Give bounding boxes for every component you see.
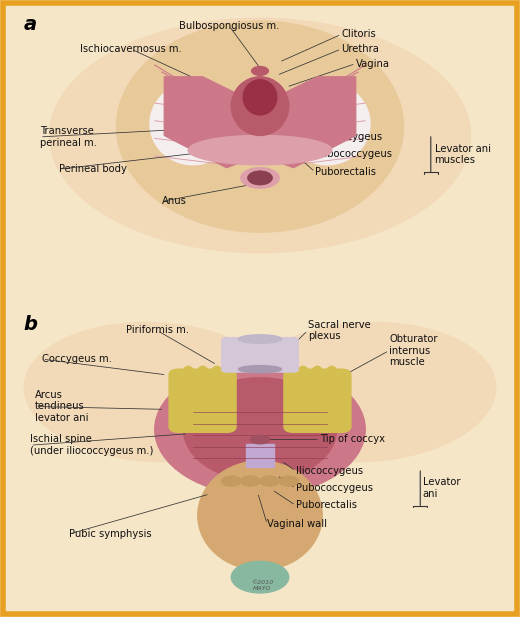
- Ellipse shape: [155, 363, 365, 495]
- Text: Anus: Anus: [162, 196, 187, 206]
- Ellipse shape: [311, 366, 323, 384]
- Text: Pubococcygeus: Pubococcygeus: [296, 483, 373, 493]
- Text: Ischial spine
(under iliococcygeus m.): Ischial spine (under iliococcygeus m.): [30, 434, 154, 456]
- Ellipse shape: [239, 366, 281, 373]
- Text: Piriformis m.: Piriformis m.: [126, 325, 189, 336]
- Text: Puborectalis: Puborectalis: [315, 167, 376, 177]
- Text: Coccygeus m.: Coccygeus m.: [42, 354, 112, 364]
- Ellipse shape: [297, 366, 309, 384]
- FancyBboxPatch shape: [284, 369, 351, 433]
- Bar: [245, 444, 275, 466]
- Ellipse shape: [248, 172, 272, 184]
- Ellipse shape: [251, 435, 269, 444]
- Text: Clitoris: Clitoris: [341, 30, 376, 39]
- Ellipse shape: [243, 80, 277, 115]
- Text: a: a: [23, 15, 36, 35]
- Ellipse shape: [49, 19, 471, 253]
- Ellipse shape: [279, 476, 298, 486]
- Ellipse shape: [197, 366, 209, 384]
- Text: Bulbospongiosus m.: Bulbospongiosus m.: [179, 20, 279, 30]
- Text: Levator
ani: Levator ani: [423, 478, 460, 499]
- Text: Tip of coccyx: Tip of coccyx: [320, 434, 385, 444]
- Ellipse shape: [284, 83, 370, 165]
- Text: Levator ani
muscles: Levator ani muscles: [435, 144, 490, 165]
- Polygon shape: [269, 77, 356, 168]
- Text: Iliococcygeus: Iliococcygeus: [315, 132, 382, 142]
- Ellipse shape: [222, 476, 241, 486]
- Text: Obturator
internus
muscle: Obturator internus muscle: [389, 334, 438, 367]
- Text: Ischiocavernosus m.: Ischiocavernosus m.: [80, 44, 181, 54]
- FancyBboxPatch shape: [222, 337, 298, 372]
- Text: Iliococcygeus: Iliococcygeus: [296, 466, 363, 476]
- Ellipse shape: [326, 366, 338, 384]
- Text: Puborectalis: Puborectalis: [296, 500, 357, 510]
- Ellipse shape: [116, 21, 404, 232]
- Ellipse shape: [150, 83, 236, 165]
- Text: Pubococcygeus: Pubococcygeus: [315, 149, 392, 159]
- Ellipse shape: [248, 172, 272, 184]
- Ellipse shape: [241, 168, 279, 188]
- Polygon shape: [164, 77, 251, 168]
- Text: Transverse
perineal m.: Transverse perineal m.: [40, 126, 97, 147]
- Ellipse shape: [239, 335, 281, 343]
- FancyBboxPatch shape: [169, 369, 236, 433]
- Ellipse shape: [188, 136, 332, 165]
- Ellipse shape: [198, 461, 322, 570]
- Ellipse shape: [24, 323, 285, 462]
- Ellipse shape: [231, 77, 289, 136]
- Ellipse shape: [183, 366, 194, 384]
- Ellipse shape: [184, 378, 336, 481]
- Ellipse shape: [231, 561, 289, 593]
- Ellipse shape: [252, 67, 268, 75]
- Text: b: b: [23, 315, 37, 334]
- Ellipse shape: [235, 323, 496, 462]
- Text: Arcus
tendineus
levator ani: Arcus tendineus levator ani: [35, 390, 88, 423]
- Text: Vagina: Vagina: [356, 59, 389, 68]
- Text: Sacral nerve
plexus: Sacral nerve plexus: [308, 320, 371, 341]
- Text: Urethra: Urethra: [341, 44, 379, 54]
- Text: Perineal body: Perineal body: [59, 164, 127, 174]
- Ellipse shape: [211, 366, 223, 384]
- Ellipse shape: [260, 476, 279, 486]
- Text: Pubic symphysis: Pubic symphysis: [69, 529, 151, 539]
- Text: Vaginal wall: Vaginal wall: [267, 519, 327, 529]
- Text: ©2010
MAYO: ©2010 MAYO: [251, 581, 274, 591]
- Ellipse shape: [241, 476, 260, 486]
